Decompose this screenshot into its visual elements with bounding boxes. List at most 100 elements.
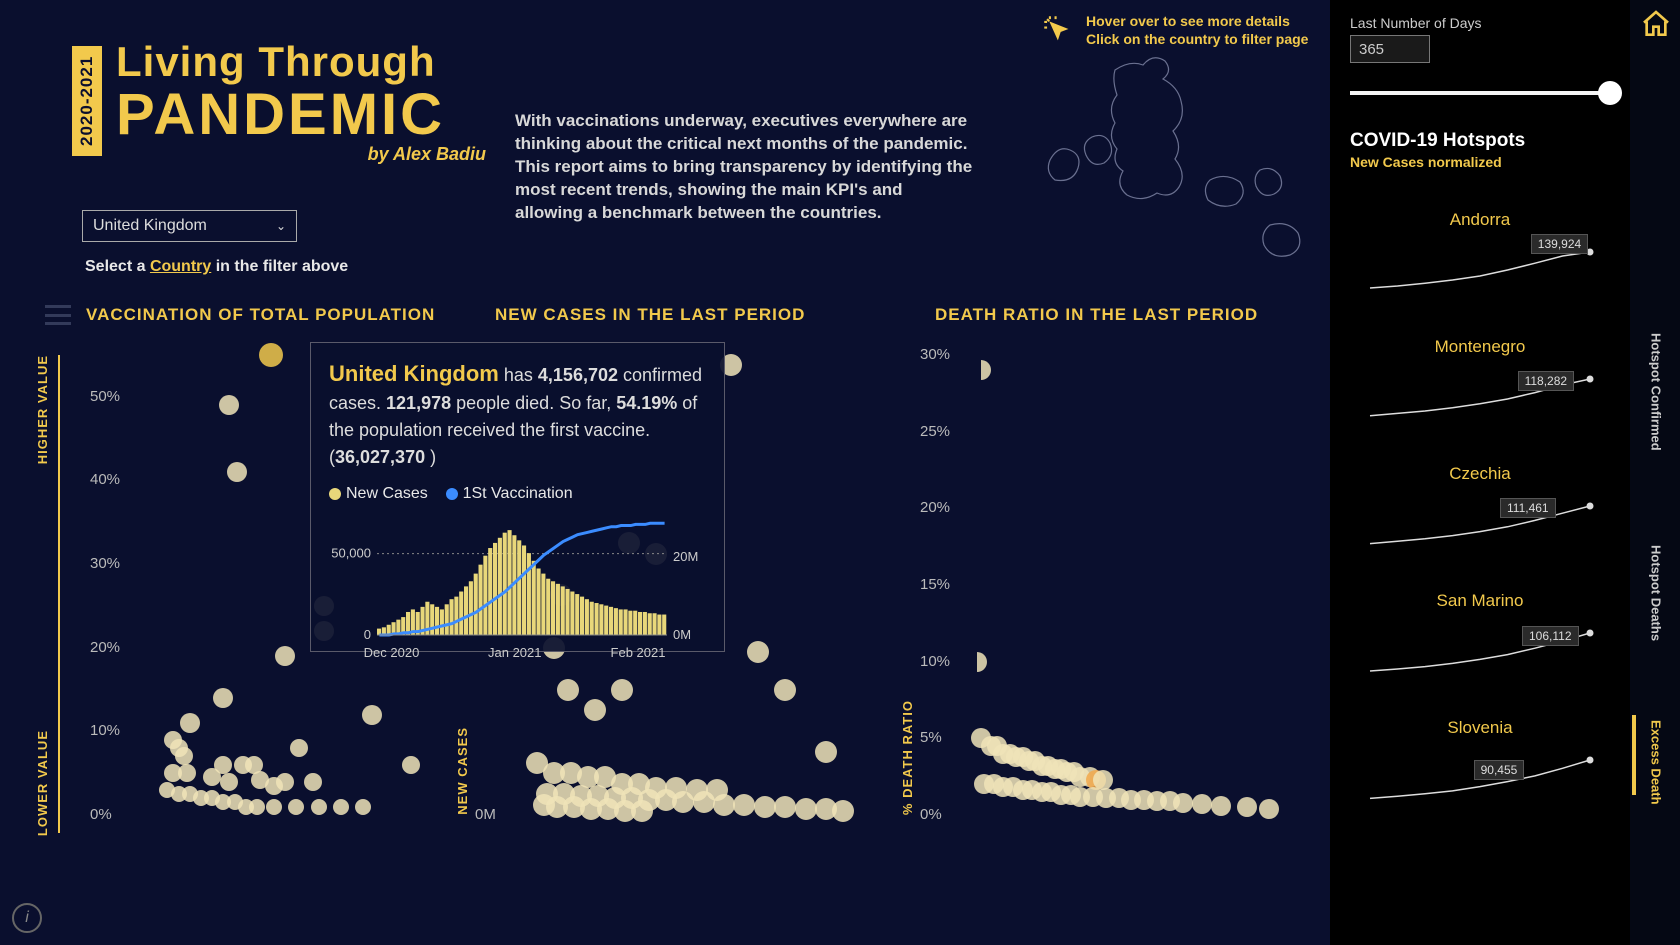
data-point[interactable] xyxy=(402,756,420,774)
data-point[interactable] xyxy=(795,798,817,820)
info-icon[interactable]: i xyxy=(12,903,42,933)
y-tick: 25% xyxy=(920,423,950,440)
data-point[interactable] xyxy=(693,791,715,813)
data-point[interactable] xyxy=(362,705,382,725)
y-tick: 10% xyxy=(90,722,120,739)
data-point[interactable] xyxy=(213,688,233,708)
data-point[interactable] xyxy=(175,747,193,765)
data-point[interactable] xyxy=(631,800,653,822)
y-tick: 20% xyxy=(920,499,950,516)
data-point[interactable] xyxy=(251,771,269,789)
data-point[interactable] xyxy=(774,679,796,701)
hotspot-name: Andorra xyxy=(1350,210,1610,230)
tooltip-country: United Kingdom xyxy=(329,361,499,386)
data-point[interactable] xyxy=(713,794,735,816)
days-slider[interactable] xyxy=(1350,91,1610,95)
svg-text:Dec 2020: Dec 2020 xyxy=(364,645,420,660)
y-tick: 5% xyxy=(920,729,942,746)
data-point[interactable] xyxy=(1192,794,1212,814)
data-point[interactable] xyxy=(311,799,327,815)
data-point[interactable] xyxy=(203,768,221,786)
title-block: 2020-2021 Living Through PANDEMIC by Ale… xyxy=(80,38,486,165)
data-point[interactable] xyxy=(304,773,322,791)
data-point[interactable] xyxy=(1259,799,1279,819)
intro-text: With vaccinations underway, executives e… xyxy=(515,110,975,225)
right-panel: Last Number of Days 365 COVID-19 Hotspot… xyxy=(1330,0,1630,945)
days-input[interactable]: 365 xyxy=(1350,35,1430,63)
hotspot-name: Czechia xyxy=(1350,464,1610,484)
data-point[interactable] xyxy=(355,799,371,815)
data-point[interactable] xyxy=(333,799,349,815)
axis-line xyxy=(58,355,60,833)
hotspot-item[interactable]: Montenegro118,282 xyxy=(1350,337,1610,424)
y-tick: 20% xyxy=(90,639,120,656)
y-tick: 50% xyxy=(90,388,120,405)
data-point[interactable] xyxy=(288,799,304,815)
hotspot-value: 106,112 xyxy=(1522,626,1579,646)
svg-text:Jan 2021: Jan 2021 xyxy=(488,645,542,660)
data-point[interactable] xyxy=(178,764,196,782)
menu-icon[interactable] xyxy=(45,305,71,325)
hotspot-item[interactable]: Slovenia90,455 xyxy=(1350,718,1610,805)
y-tick: 40% xyxy=(90,471,120,488)
title-line1: Living Through xyxy=(116,38,486,86)
hotspot-sparkline: 106,112 xyxy=(1360,623,1600,678)
axis-label-lower: LOWER VALUE xyxy=(35,730,50,836)
country-tooltip: United Kingdom has 4,156,702 confirmed c… xyxy=(310,342,725,652)
data-point[interactable] xyxy=(611,679,633,701)
hotspot-item[interactable]: Czechia 111,461 xyxy=(1350,464,1610,551)
chevron-down-icon: ⌄ xyxy=(276,219,286,233)
hotspot-sparkline: 90,455 xyxy=(1360,750,1600,805)
data-point[interactable] xyxy=(290,739,308,757)
data-point[interactable] xyxy=(584,699,606,721)
y-tick: 0M xyxy=(475,806,496,823)
hotspot-item[interactable]: Andorra 139,924 xyxy=(1350,210,1610,297)
data-point[interactable] xyxy=(672,791,694,813)
home-icon[interactable] xyxy=(1640,8,1672,40)
data-point[interactable] xyxy=(774,796,796,818)
svg-text:Feb 2021: Feb 2021 xyxy=(611,645,666,660)
side-tab[interactable]: Hotspot Confirmed xyxy=(1632,318,1680,466)
filter-hint: Select a Country in the filter above xyxy=(85,258,348,276)
data-point[interactable] xyxy=(259,343,283,367)
slider-thumb[interactable] xyxy=(1598,81,1622,105)
data-point[interactable] xyxy=(981,360,991,380)
title-line2: PANDEMIC xyxy=(116,86,486,144)
data-point[interactable] xyxy=(1237,797,1257,817)
hotspot-sparkline: 139,924 xyxy=(1360,242,1600,297)
svg-text:20M: 20M xyxy=(673,549,698,564)
data-point[interactable] xyxy=(747,641,769,663)
tooltip-mini-chart: 50,000020M0MDec 2020Jan 2021Feb 2021 xyxy=(329,513,706,663)
hotspot-value: 111,461 xyxy=(1500,498,1556,518)
side-tab[interactable]: Hotspot Deaths xyxy=(1632,530,1680,656)
data-point[interactable] xyxy=(557,679,579,701)
side-tab[interactable]: Excess Death xyxy=(1632,705,1680,820)
data-point[interactable] xyxy=(815,741,837,763)
axis-label-newcases: NEW CASES xyxy=(455,727,470,815)
byline: by Alex Badiu xyxy=(116,144,486,165)
hotspot-value: 90,455 xyxy=(1474,760,1525,780)
y-tick: 0% xyxy=(920,806,942,823)
hotspot-item[interactable]: San Marino106,112 xyxy=(1350,591,1610,678)
hotspot-title: COVID-19 Hotspots xyxy=(1350,130,1610,152)
data-point[interactable] xyxy=(1173,793,1193,813)
y-tick: 30% xyxy=(920,346,950,363)
uk-map[interactable] xyxy=(1020,40,1320,270)
data-point[interactable] xyxy=(832,800,854,822)
data-point[interactable] xyxy=(754,796,776,818)
data-point[interactable] xyxy=(1211,796,1231,816)
country-select[interactable]: United Kingdom ⌄ xyxy=(82,210,297,242)
data-point[interactable] xyxy=(227,462,247,482)
data-point[interactable] xyxy=(220,773,238,791)
axis-label-higher: HIGHER VALUE xyxy=(35,355,50,464)
data-point[interactable] xyxy=(266,799,282,815)
data-point[interactable] xyxy=(977,652,987,672)
y-tick: 30% xyxy=(90,555,120,572)
data-point[interactable] xyxy=(219,395,239,415)
data-point[interactable] xyxy=(249,799,265,815)
country-select-value: United Kingdom xyxy=(93,217,207,235)
data-point[interactable] xyxy=(275,646,295,666)
deathratio-chart[interactable]: % DEATH RATIO 30%25%20%15%10%5%0% xyxy=(910,345,1305,835)
data-point[interactable] xyxy=(180,713,200,733)
data-point[interactable] xyxy=(733,794,755,816)
